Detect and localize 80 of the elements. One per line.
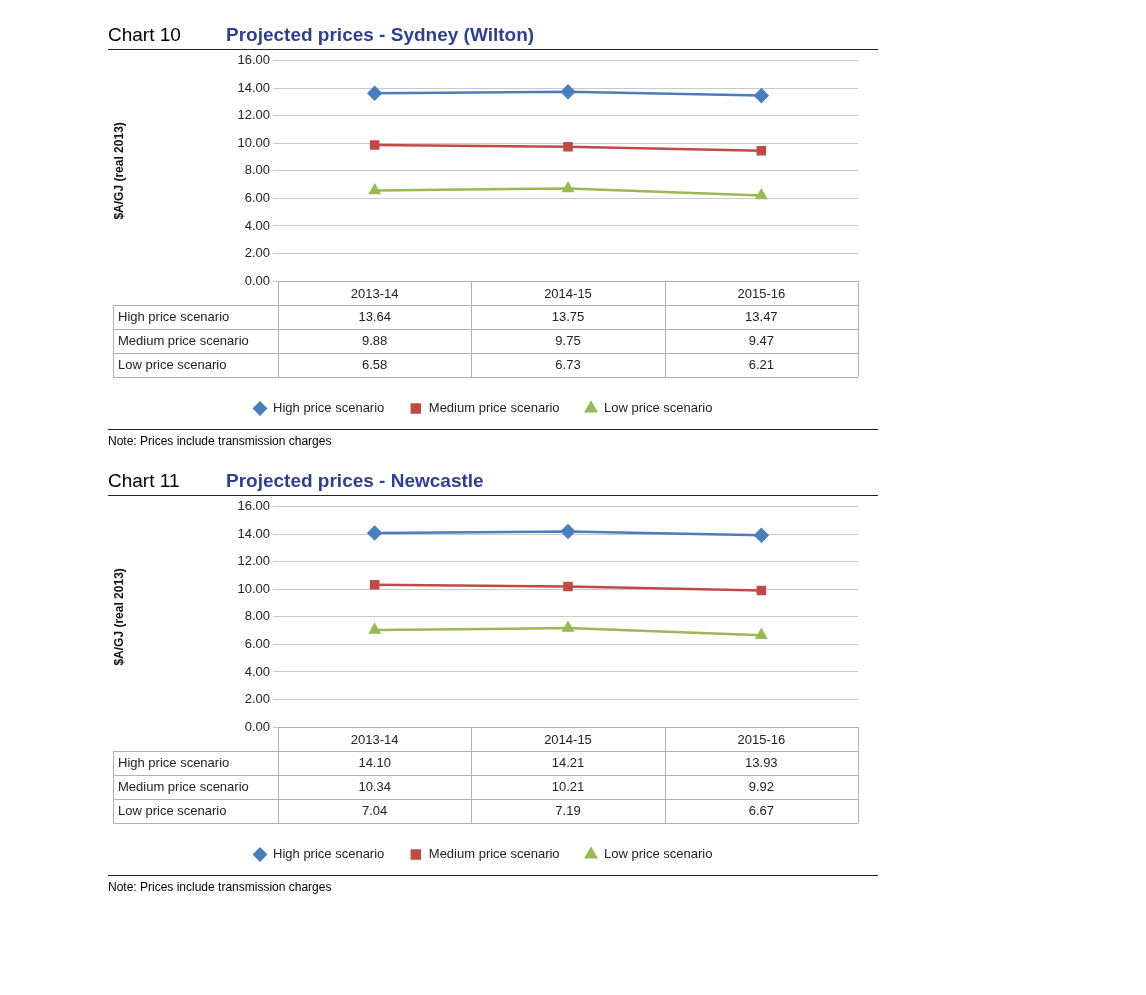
y-tick-label: 4.00 (244, 663, 270, 679)
point (369, 623, 381, 634)
data-label: 6.21 (748, 356, 774, 372)
chart-title: Projected prices - Newcastle (226, 470, 484, 492)
y-tick-label: 14.00 (237, 79, 270, 95)
point (755, 628, 767, 639)
data-label: 6.73 (555, 356, 581, 372)
legend-label: High price scenario (273, 400, 385, 416)
data-label: 9.47 (748, 332, 774, 348)
data-label: 13.75 (551, 308, 585, 324)
data-label: 6.67 (748, 802, 774, 818)
chart-subtitle: Chart 10 (108, 24, 182, 46)
y-tick-label: 2.00 (244, 691, 270, 707)
data-label: 7.04 (362, 802, 388, 818)
data-label: 9.75 (555, 332, 581, 348)
text: High price scenario (118, 754, 230, 770)
legend-label: Medium price scenario (428, 400, 560, 416)
point (369, 579, 380, 590)
x-tick-label: 2015-16 (737, 732, 786, 748)
y-tick-label: 8.00 (244, 608, 270, 624)
y-tick-label: 6.00 (244, 190, 270, 205)
text: Note: Prices include transmission charges (108, 880, 333, 894)
x-tick-label: 2013-14 (350, 286, 399, 302)
data-label: 10.34 (358, 778, 391, 794)
x-tick-label: 2014-15 (544, 732, 592, 748)
y-axis-title: $A/GJ (real 2013) (111, 122, 126, 220)
y-axis-title: $A/GJ (real 2013) (111, 568, 126, 666)
y-tick-label: 10.00 (237, 134, 270, 150)
point (754, 528, 769, 543)
data-label: 6.58 (362, 356, 388, 372)
text: High price scenario (118, 308, 230, 324)
y-tick-label: 6.00 (244, 636, 270, 651)
point (367, 525, 382, 541)
point (560, 524, 576, 539)
point (563, 581, 573, 592)
legend-label: Low price scenario (604, 846, 713, 862)
data-label: 13.64 (358, 308, 391, 324)
y-tick-label: 0.00 (244, 718, 270, 734)
point (756, 585, 767, 596)
text: Note: Prices include transmission charges (108, 434, 333, 448)
point (367, 86, 382, 101)
data-label: 9.92 (748, 778, 774, 794)
legend-label: High price scenario (273, 846, 385, 862)
point (563, 142, 573, 152)
data-label: 14.21 (551, 754, 585, 770)
y-tick-label: 12.00 (237, 553, 270, 569)
y-tick-label: 2.00 (244, 245, 270, 261)
y-tick-label: 14.00 (237, 525, 270, 541)
chart-subtitle: Chart 11 (108, 470, 181, 492)
x-tick-label: 2013-14 (350, 732, 399, 748)
y-tick-label: 12.00 (237, 107, 270, 123)
y-tick-label: 16.00 (237, 52, 270, 68)
y-tick-label: 0.00 (244, 272, 270, 288)
x-tick-label: 2014-15 (544, 286, 592, 302)
text: Low price scenario (118, 802, 227, 818)
point (756, 145, 767, 156)
text: Medium price scenario (118, 778, 249, 794)
point (369, 140, 380, 150)
point (562, 182, 574, 193)
text: Low price scenario (118, 356, 227, 372)
data-label: 7.19 (555, 802, 581, 818)
data-label: 9.88 (362, 332, 388, 348)
data-label: 14.10 (358, 754, 391, 770)
y-tick-label: 16.00 (237, 498, 270, 514)
text: Medium price scenario (118, 332, 249, 348)
x-tick-label: 2015-16 (737, 286, 786, 302)
y-tick-label: 4.00 (244, 217, 270, 233)
point (562, 621, 574, 632)
data-label: 13.93 (745, 754, 778, 770)
y-tick-label: 10.00 (237, 580, 270, 596)
point (754, 88, 769, 103)
point (369, 184, 381, 195)
chart-title: Projected prices - Sydney (Wilton) (226, 24, 535, 46)
point (560, 84, 576, 100)
point (755, 189, 767, 200)
y-tick-label: 8.00 (244, 162, 270, 178)
data-label: 13.47 (745, 308, 778, 324)
legend-label: Medium price scenario (428, 846, 560, 862)
legend-label: Low price scenario (604, 400, 713, 416)
data-label: 10.21 (551, 778, 585, 794)
